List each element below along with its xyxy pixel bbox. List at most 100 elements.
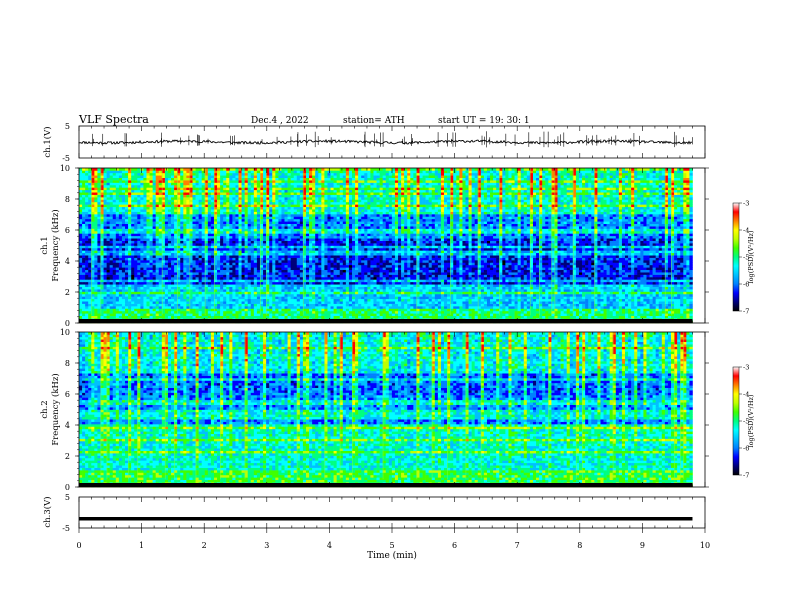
spectrogram-cell [423, 301, 426, 304]
spectrogram-cell [125, 292, 128, 295]
spectrogram-cell [456, 277, 459, 280]
spectrogram-cell [324, 292, 327, 295]
spectrogram-cell [318, 316, 321, 319]
spectrogram-cell [315, 294, 318, 297]
spectrogram-cell [432, 299, 435, 302]
spectrogram-cell [395, 316, 398, 319]
spectrogram-cell [472, 301, 475, 304]
spectrogram-cell [327, 265, 330, 268]
spectrogram-cell [407, 311, 410, 314]
spectrogram-cell [94, 306, 97, 309]
spectrogram-cell [600, 296, 603, 299]
spectrogram-cell [251, 311, 254, 314]
spectrogram-cell [153, 272, 156, 275]
spectrogram-cell [349, 270, 352, 273]
spectrogram-cell [518, 313, 521, 316]
spectrogram-cell [558, 308, 561, 311]
spectrogram-cell [548, 294, 551, 297]
spectrogram-cell [521, 292, 524, 295]
spectrogram-cell [291, 272, 294, 275]
spectrogram-cell [232, 287, 235, 290]
spectrogram-cell [294, 316, 297, 319]
spectrogram-cell [680, 289, 683, 292]
spectrogram-cell [134, 296, 137, 299]
spectrogram-cell [263, 294, 266, 297]
spectrogram-cell [140, 279, 143, 282]
spectrogram-cell [134, 277, 137, 280]
spectrogram-cell [171, 313, 174, 316]
spectrogram-cell [208, 316, 211, 319]
spectrogram-cell [613, 316, 616, 319]
spectrogram-cell [410, 306, 413, 309]
spectrogram-cell [367, 282, 370, 285]
spectrogram-cell [122, 301, 125, 304]
spectrogram-cell [683, 287, 686, 290]
spectrogram-cell [159, 306, 162, 309]
spectrogram-cell [312, 299, 315, 302]
spectrogram-cell [327, 282, 330, 285]
spectrogram-cell [600, 292, 603, 295]
spectrogram-cell [143, 304, 146, 307]
spectrogram-cell [558, 287, 561, 290]
spectrogram-cell [533, 311, 536, 314]
spectrogram-cell [116, 296, 119, 299]
spectrogram-cell [352, 287, 355, 290]
spectrogram-cell [272, 294, 275, 297]
spectrogram-cell [257, 289, 260, 292]
spectrogram-cell [275, 267, 278, 270]
spectrogram-cell [239, 308, 242, 311]
spectrogram-cell [579, 284, 582, 287]
spectrogram-cell [413, 277, 416, 280]
spectrogram-cell [324, 275, 327, 278]
spectrogram-cell [324, 311, 327, 314]
spectrogram-cell [128, 277, 131, 280]
spectrogram-cell [364, 267, 367, 270]
spectrogram-cell [321, 282, 324, 285]
spectrogram-cell [131, 296, 134, 299]
spectrogram-cell [285, 282, 288, 285]
spectrogram-cell [613, 296, 616, 299]
spectrogram-cell [527, 270, 530, 273]
spectrogram-cell [82, 272, 85, 275]
spectrogram-cell [579, 277, 582, 280]
spectrogram-cell [462, 279, 465, 282]
spectrogram-cell [248, 287, 251, 290]
spectrogram-cell [582, 316, 585, 319]
spectrogram-cell [426, 265, 429, 268]
spectrogram-cell [548, 279, 551, 282]
spectrogram-cell [521, 265, 524, 268]
spectrogram-cell [680, 311, 683, 314]
spectrogram-cell [171, 316, 174, 319]
spectrogram-cell [600, 308, 603, 311]
spectrogram-cell [309, 296, 312, 299]
spectrogram-cell [419, 313, 422, 316]
spectrogram-cell [640, 279, 643, 282]
spectrogram-cell [94, 311, 97, 314]
spectrogram-cell [545, 304, 548, 307]
spectrogram-cell [650, 272, 653, 275]
spectrogram-cell [536, 277, 539, 280]
spectrogram-cell [622, 304, 625, 307]
spectrogram-cell [674, 270, 677, 273]
spectrogram-cell [125, 277, 128, 280]
spectrogram-cell [248, 316, 251, 319]
spectrogram-cell [211, 267, 214, 270]
spectrogram-cell [404, 267, 407, 270]
spectrogram-cell [380, 294, 383, 297]
spectrogram-cell [337, 289, 340, 292]
spectrogram-cell [370, 299, 373, 302]
spectrogram-cell [125, 308, 128, 311]
spectrogram-cell [229, 272, 232, 275]
spectrogram-cell [235, 282, 238, 285]
spectrogram-cell [496, 275, 499, 278]
spectrogram-cell [625, 267, 628, 270]
spectrogram-cell [79, 282, 82, 285]
spectrogram-cell [524, 289, 527, 292]
spectrogram-cell [413, 289, 416, 292]
spectrogram-cell [653, 265, 656, 268]
spectrogram-cell [291, 275, 294, 278]
spectrogram-cell [435, 277, 438, 280]
spectrogram-cell [410, 284, 413, 287]
spectrogram-cell [156, 265, 159, 268]
spectrogram-cell [389, 289, 392, 292]
